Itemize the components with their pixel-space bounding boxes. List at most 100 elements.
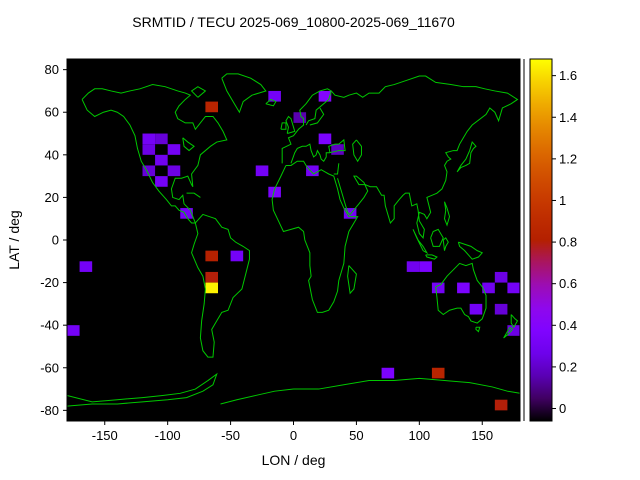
colorbar-tick-label: 0 <box>559 401 566 416</box>
y-tick-label: 20 <box>45 190 59 205</box>
colorbar-tick-label: 0.8 <box>559 235 577 250</box>
java-coastline <box>425 254 438 260</box>
x-tick-label: 150 <box>471 428 493 443</box>
map-cell <box>268 90 281 102</box>
map-cell <box>155 154 168 166</box>
map-cell <box>230 250 244 262</box>
south-america-coastline <box>191 213 250 358</box>
mediterranean-north-coastline <box>290 143 330 164</box>
map-cell <box>318 90 332 102</box>
colorbar-tick-label: 1.6 <box>559 68 577 83</box>
x-tick-label: -100 <box>155 428 181 443</box>
map-cell <box>205 101 218 113</box>
japan-coastline <box>456 141 477 173</box>
map-cell <box>79 261 93 272</box>
caspian-sea-coastline <box>352 139 362 163</box>
ireland-coastline <box>280 122 287 130</box>
baltic-coastline <box>309 107 325 126</box>
map-cell <box>419 261 432 272</box>
map-cell <box>268 186 281 198</box>
colorbar-tick-label: 0.4 <box>559 318 577 333</box>
map-cell <box>205 271 218 283</box>
heatmap-cells <box>67 90 520 411</box>
map-cell <box>381 367 395 379</box>
philippines-coastline <box>443 201 451 227</box>
colorbar-tick-label: 1.4 <box>559 110 577 125</box>
colorbar-tick-label: 0.6 <box>559 276 577 291</box>
map-cell <box>255 165 269 177</box>
x-tick-label: -50 <box>221 428 240 443</box>
map-cell <box>67 325 80 336</box>
colorbar-tick-label: 1.2 <box>559 151 577 166</box>
x-tick-label: -150 <box>92 428 118 443</box>
map-cell <box>180 208 193 219</box>
asia-coastline <box>330 75 519 240</box>
y-tick-label: 40 <box>45 147 59 162</box>
y-tick-label: -80 <box>40 403 59 418</box>
europe-west-coastline <box>281 88 332 164</box>
x-tick-label: 50 <box>349 428 363 443</box>
levant-coastline <box>333 163 340 175</box>
black-sea-coastline <box>328 138 346 154</box>
antarctica-east-coastline <box>293 377 520 394</box>
map-cell <box>507 282 520 294</box>
x-tick-label: 100 <box>408 428 430 443</box>
colorbar-tick-label: 0.2 <box>559 359 577 374</box>
y-tick-label: -20 <box>40 275 59 290</box>
x-axis-label: LON / deg <box>261 452 326 468</box>
y-tick-label: 60 <box>45 105 59 120</box>
map-cell <box>431 282 445 294</box>
iceland-coastline <box>265 98 277 107</box>
new-zealand-south-coastline <box>503 326 514 339</box>
baffin-island-coastline <box>190 86 207 98</box>
y-tick-label: 0 <box>52 233 59 248</box>
antarctica-west-coastline <box>67 372 218 407</box>
colorbar <box>529 58 553 422</box>
cuba-coastline <box>186 192 201 198</box>
y-tick-label: -40 <box>40 318 59 333</box>
australia-coastline <box>435 262 487 324</box>
map-cell <box>142 165 156 177</box>
map-cell <box>406 261 420 272</box>
map-cell <box>142 144 156 155</box>
chart-title: SRMTID / TECU 2025-069_10800-2025-069_11… <box>132 14 455 30</box>
x-tick-label: 0 <box>290 428 297 443</box>
map-cell <box>469 303 483 315</box>
map-cell <box>343 208 357 219</box>
antarctica-atlantic-coastline <box>220 388 294 405</box>
madagascar-coastline <box>347 265 357 295</box>
map-cell <box>494 271 508 283</box>
coastlines <box>67 73 520 407</box>
map-cell <box>331 144 344 155</box>
map-cell <box>142 133 156 145</box>
great-lakes-coastline <box>182 137 195 152</box>
new-guinea-coastline <box>457 241 484 260</box>
map-cell <box>167 144 181 155</box>
greenland-coastline <box>221 73 267 114</box>
map-cell <box>318 133 332 145</box>
y-tick-label: -60 <box>40 360 59 375</box>
map-cell <box>494 303 508 315</box>
sulawesi-coastline <box>442 237 449 251</box>
great-britain-coastline <box>285 115 296 135</box>
map-cell <box>457 282 470 294</box>
map-cell <box>205 250 218 262</box>
colorbar-tick-label: 1 <box>559 193 566 208</box>
africa-coastline <box>271 160 359 313</box>
map-cell <box>431 367 445 379</box>
sumatra-coastline <box>412 229 429 255</box>
borneo-coastline <box>430 228 444 247</box>
map-cell <box>494 399 508 411</box>
tasmania-coastline <box>475 326 481 333</box>
map-cell <box>155 176 168 187</box>
new-zealand-north-coastline <box>510 314 519 329</box>
map-cell <box>293 112 307 123</box>
map-cell <box>306 165 319 177</box>
map-cell <box>507 325 520 336</box>
north-america-coastline <box>81 84 228 224</box>
y-tick-label: 80 <box>45 62 59 77</box>
map-cell <box>155 133 168 145</box>
map-cell <box>482 282 495 294</box>
